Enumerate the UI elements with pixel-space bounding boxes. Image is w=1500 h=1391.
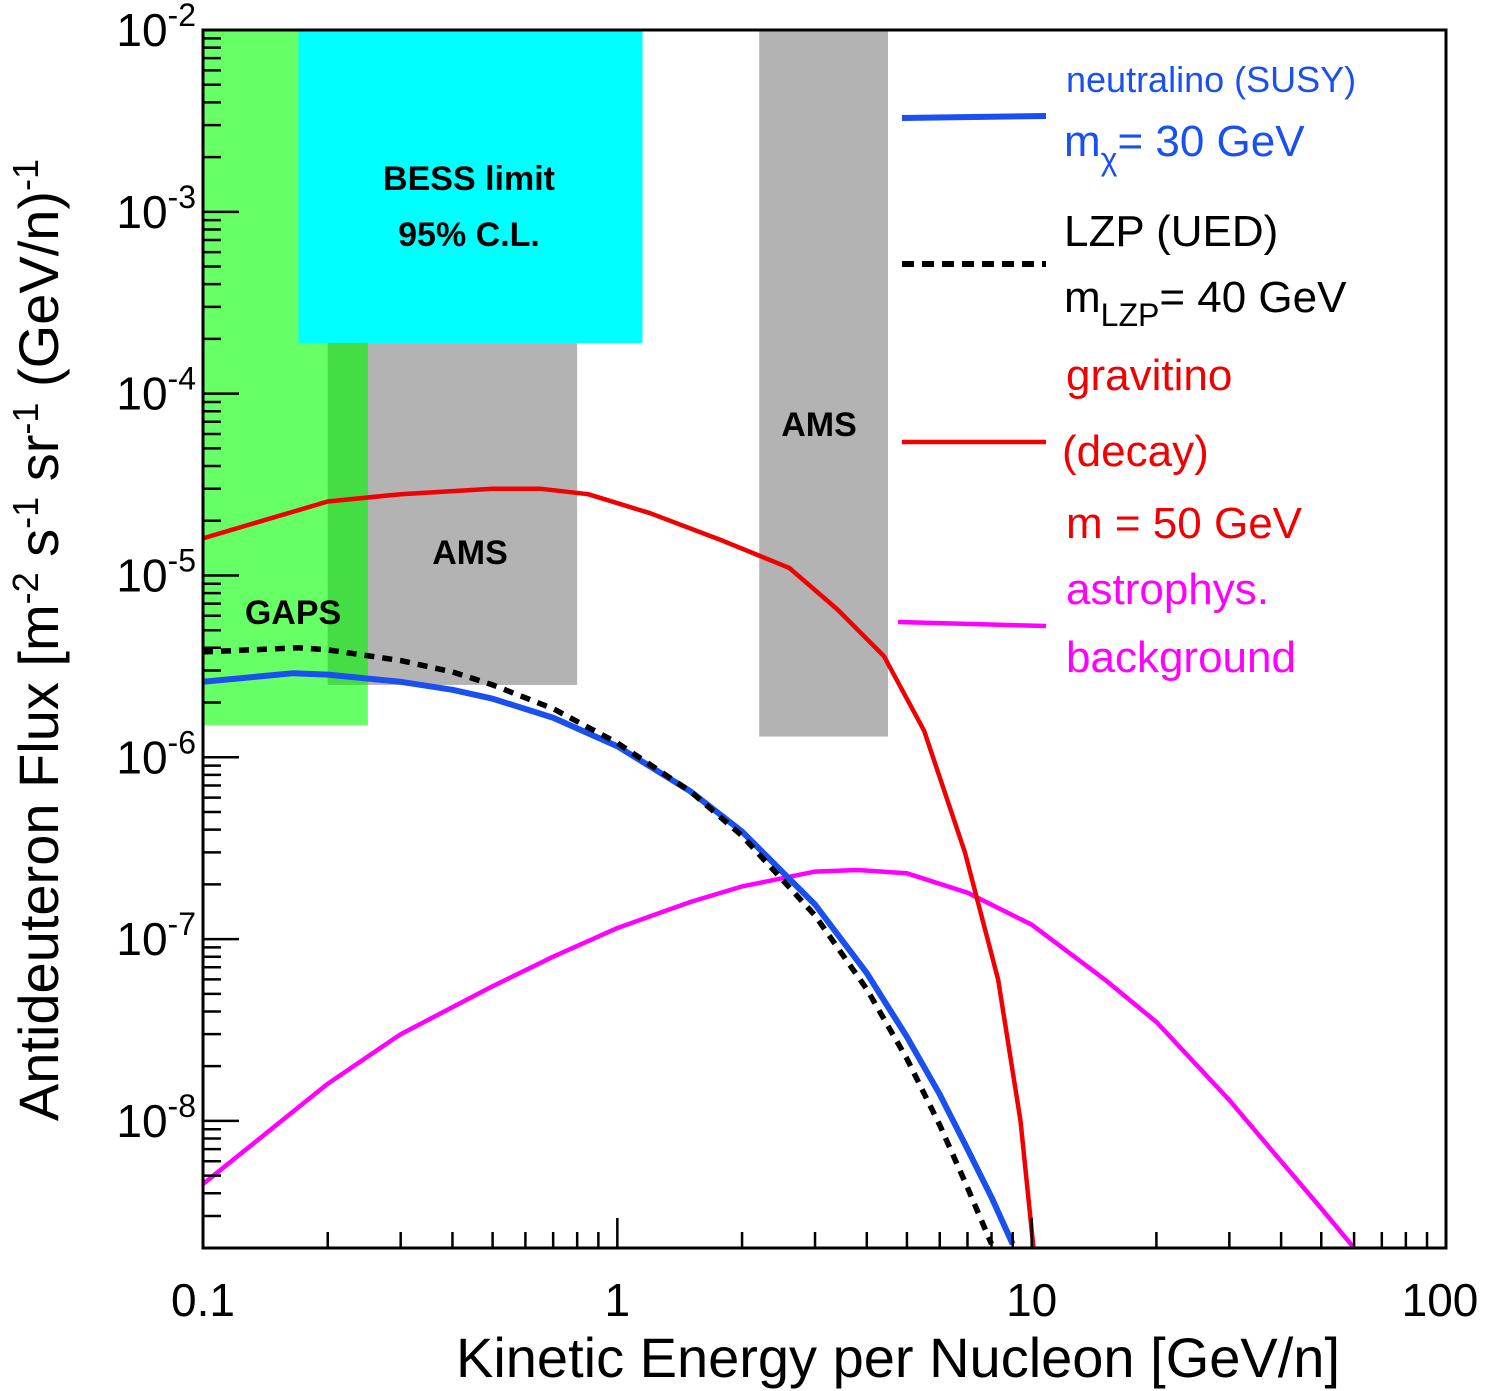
region-ams-3 <box>759 30 888 737</box>
legend-label-neutralino: neutralino (SUSY) <box>1066 59 1356 100</box>
legend-mass-neutralino: mχ= 30 GeV <box>1064 117 1305 177</box>
series-line-3 <box>203 867 1356 1248</box>
y-tick-label: 10-6 <box>116 724 196 783</box>
y-axis-title-exp4: -1 <box>5 159 46 191</box>
region-bess-limit-2 <box>298 30 643 343</box>
y-axis-title-mid3: (GeV/n) <box>7 191 70 403</box>
legend-mass-lzp: mLZP= 40 GeV <box>1064 273 1347 333</box>
y-axis-title-exp2: -1 <box>5 497 46 529</box>
legend-swatch-neutralino <box>901 113 1047 121</box>
y-axis-title-prefix: Antideuteron Flux [m <box>7 604 70 1121</box>
legend-label-astro: astrophys. <box>1066 565 1269 614</box>
legend-label-gravitino: gravitino <box>1066 351 1232 400</box>
region-label-0: GAPS <box>245 594 341 632</box>
y-tick-label: 10-3 <box>116 179 196 238</box>
plot-border <box>201 28 1448 1250</box>
y-tick-label: 10-4 <box>116 361 196 420</box>
bess-label-line1: BESS limit <box>383 160 555 198</box>
bess-label-line2: 95% C.L. <box>398 216 540 254</box>
axis-ticks <box>201 28 1429 1250</box>
legend-label-lzp: LZP (UED) <box>1064 207 1278 256</box>
y-tick-label: 10-8 <box>116 1088 196 1147</box>
y-tick-label: 10-7 <box>116 906 196 965</box>
legend-label-astro-2: background <box>1066 633 1296 682</box>
tick-labels: 0.1 1 10 100 10-8 10-7 10-6 10-5 10-4 10-3 10-2 <box>116 0 1478 1326</box>
y-tick-label: 10-2 <box>116 0 196 56</box>
y-axis-title-exp1: -2 <box>5 572 46 604</box>
series-line-1 <box>203 645 995 1246</box>
y-axis-title-mid1: s <box>7 529 70 573</box>
y-tick-label: 10-5 <box>116 542 196 601</box>
x-tick-label: 10 <box>1006 1274 1057 1326</box>
region-label-1: AMS <box>432 534 508 572</box>
x-tick-label: 1 <box>605 1274 631 1326</box>
region-label-3: AMS <box>781 406 857 444</box>
series-line-0 <box>203 670 1016 1246</box>
y-axis-title-exp3: -1 <box>5 403 46 435</box>
y-axis-title: Antideuteron Flux [m-2 s-1 sr-1 (GeV/n)-… <box>5 159 70 1121</box>
x-tick-label: 100 <box>1402 1274 1479 1326</box>
sensitivity-regions: GAPS AMS AMS BESS limit 95% C.L. <box>203 30 888 737</box>
plot-frame <box>201 28 1448 1250</box>
series-line-2 <box>203 486 1036 1248</box>
legend-swatch-astro <box>897 619 1047 629</box>
legend: neutralino (SUSY) mχ= 30 GeV LZP (UED) mLZP… <box>897 59 1356 682</box>
x-tick-label: 0.1 <box>171 1274 235 1326</box>
flux-curves <box>203 486 1356 1248</box>
x-axis-title: Kinetic Energy per Nucleon [GeV/n] <box>456 1326 1340 1389</box>
region-gaps-ams-overlap <box>327 342 368 685</box>
legend-mass-gravitino: m = 50 GeV <box>1066 499 1303 548</box>
legend-label-gravitino-decay: (decay) <box>1062 427 1209 476</box>
y-axis-title-mid2: sr <box>7 435 70 497</box>
region-ams-1 <box>327 342 578 685</box>
